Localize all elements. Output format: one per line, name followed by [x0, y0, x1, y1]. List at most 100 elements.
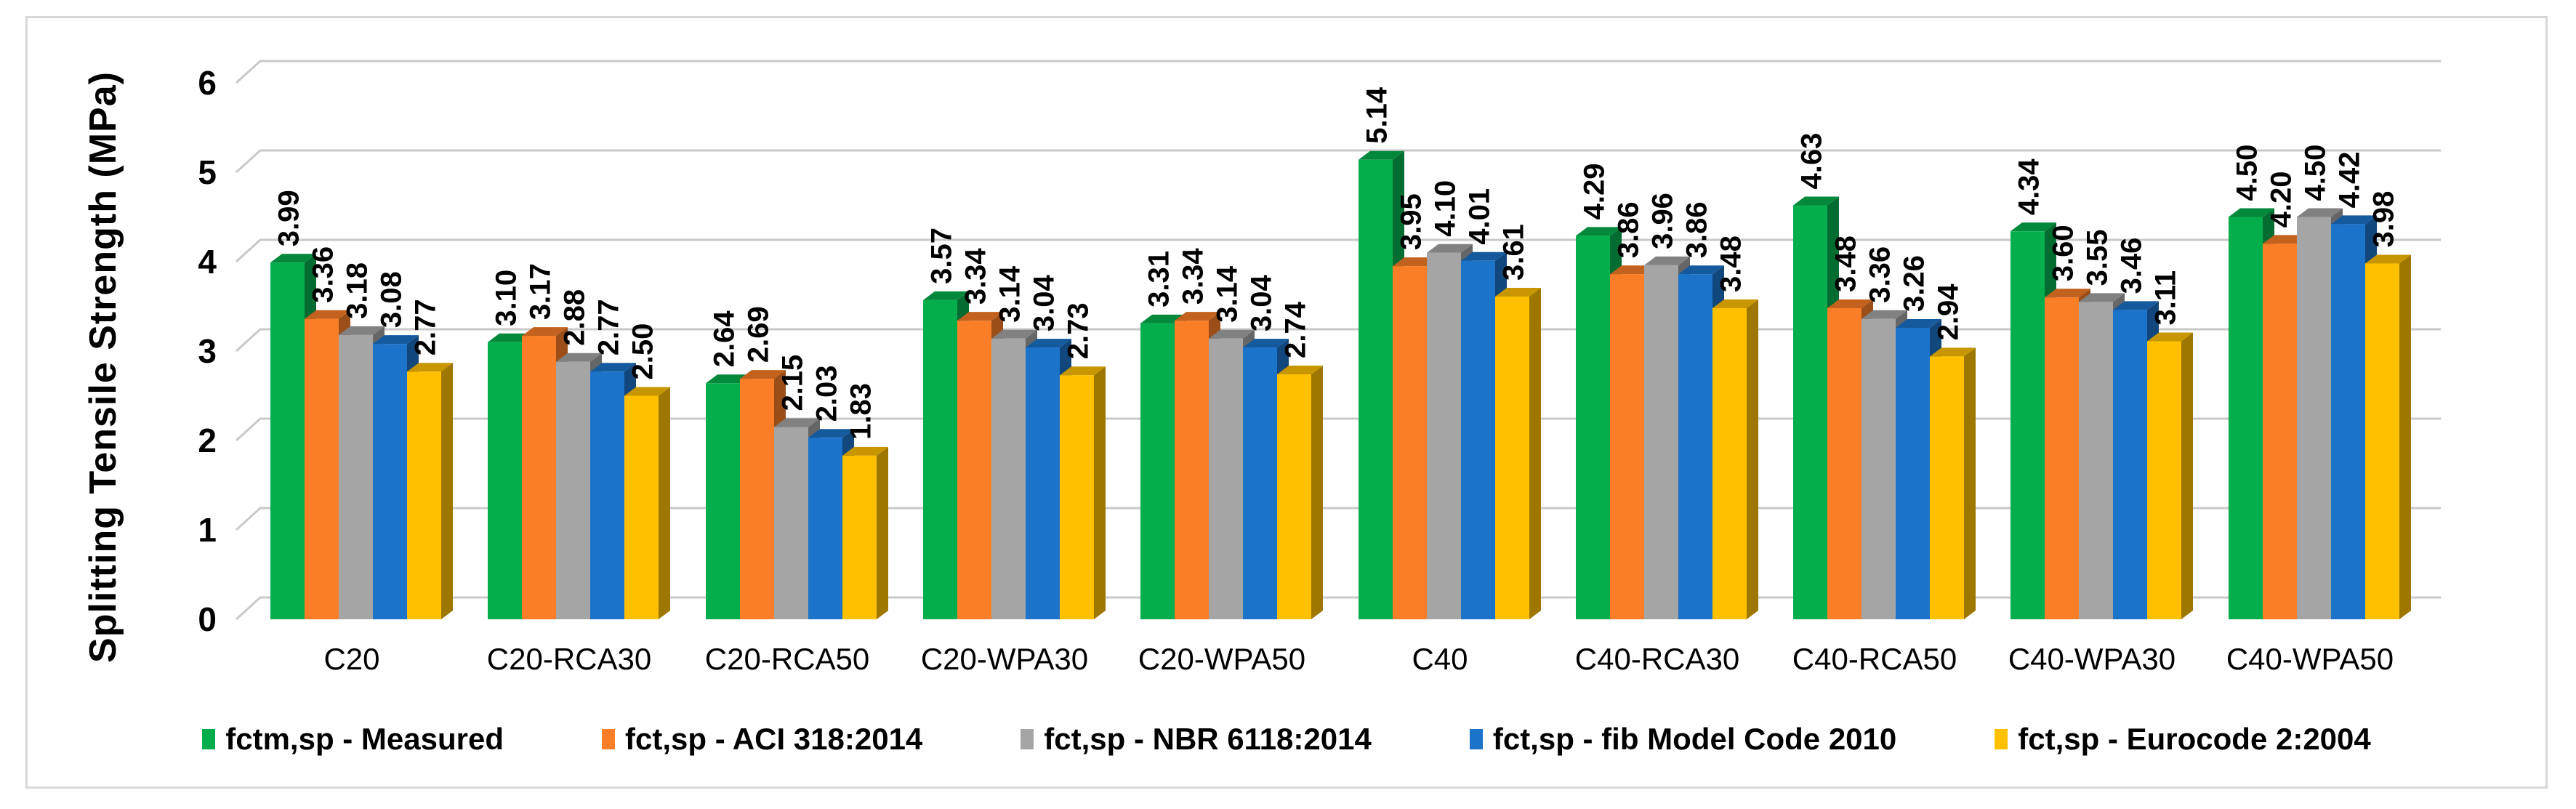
bar-front: [842, 455, 877, 619]
legend-swatch: [202, 729, 216, 749]
bar-front: [2331, 224, 2365, 620]
bar-top: [1060, 366, 1106, 376]
bar-side: [2399, 254, 2411, 619]
bar-front: [740, 379, 774, 619]
bar-value-label: 5.14: [1361, 86, 1393, 144]
bar: [407, 363, 453, 619]
bar-value-label: 4.42: [2334, 151, 2366, 208]
bar-value-label: 4.10: [1430, 180, 1462, 237]
bar-top: [2011, 222, 2056, 232]
bar: [1060, 366, 1106, 619]
bar-value-label: 3.57: [926, 228, 958, 284]
bar-front: [1644, 265, 1678, 619]
bar-top: [373, 335, 419, 345]
bar-top: [556, 353, 602, 362]
bar-front: [339, 334, 373, 619]
bar-top: [774, 418, 820, 427]
bar-value-label: 4.20: [2266, 172, 2298, 228]
bar-top: [2297, 208, 2343, 217]
bar-top: [590, 363, 636, 372]
bar-value-label: 3.26: [1899, 255, 1931, 312]
bar-front: [1461, 260, 1495, 619]
bar-front: [624, 395, 659, 619]
bar-front: [1712, 307, 1747, 619]
bar-top: [1461, 251, 1507, 261]
bar-front: [991, 338, 1026, 619]
bar-top: [1277, 365, 1323, 374]
bar-value-label: 3.36: [307, 246, 339, 303]
bar-value-label: 3.60: [2048, 225, 2080, 281]
bar-value-label: 2.64: [709, 310, 741, 368]
bar-top: [2045, 289, 2090, 298]
bar-value-label: 4.01: [1464, 188, 1496, 245]
bar-front: [2297, 217, 2331, 619]
bar-value-label: 4.29: [1579, 163, 1611, 220]
bar-value-label: 3.34: [960, 248, 992, 305]
legend: fctm,sp - Measured fct,sp - ACI 318:2014 f…: [36, 716, 2537, 762]
bar-front: [522, 336, 556, 619]
bar-value-label: 3.61: [1498, 224, 1530, 281]
bar: [624, 387, 670, 619]
legend-label: fctm,sp - Measured: [225, 722, 504, 756]
bar-value-label: 2.69: [743, 306, 775, 363]
bar-value-label: 3.04: [1029, 274, 1060, 331]
category-label: C20-RCA50: [705, 642, 869, 676]
bar-value-label: 3.48: [1830, 236, 1862, 292]
bar-front: [305, 318, 339, 619]
legend-item: fct,sp - ACI 318:2014: [602, 722, 922, 757]
bar-value-label: 2.88: [559, 289, 591, 346]
bar-front: [1359, 159, 1393, 619]
bar-value-label: 3.99: [273, 190, 305, 246]
category-label: C40-WPA50: [2226, 642, 2394, 676]
legend-label: fct,sp - NBR 6118:2014: [1044, 722, 1372, 756]
bar-front: [1060, 375, 1094, 619]
bar-side: [1311, 365, 1323, 619]
bar-front: [2113, 310, 2147, 619]
bar-front: [1576, 236, 1610, 620]
category-label: C40-RCA30: [1575, 642, 1739, 676]
bar-top: [808, 429, 854, 438]
bar-value-label: 2.73: [1063, 302, 1095, 359]
legend-label: fct,sp - ACI 318:2014: [625, 722, 923, 756]
legend-item: fctm,sp - Measured: [202, 722, 504, 757]
bar-top: [2365, 254, 2411, 264]
bar-front: [1393, 266, 1427, 619]
bar-top: [1209, 329, 1255, 339]
bar-value-label: 3.98: [2368, 191, 2400, 248]
gridline: [235, 60, 2441, 84]
category-label: C20-RCA30: [487, 642, 651, 676]
legend-swatch: [1469, 729, 1483, 749]
bar-value-label: 3.48: [1715, 236, 1747, 292]
legend-swatch: [1995, 729, 2008, 749]
bar-value-label: 3.10: [491, 270, 523, 326]
legend-label: fct,sp - fib Model Code 2010: [1492, 722, 1897, 756]
bar-front: [407, 371, 441, 619]
bar-value-label: 2.50: [627, 323, 659, 380]
bar-top: [2331, 215, 2377, 225]
bar-value-label: 4.63: [1796, 133, 1828, 190]
bar: [1930, 347, 1976, 619]
bar-value-label: 2.77: [410, 299, 442, 355]
bar-top: [1576, 227, 1622, 236]
bar: [1495, 287, 1541, 619]
bar-top: [1427, 243, 1473, 253]
bar-top: [1896, 319, 1941, 329]
bar-top: [1793, 196, 1839, 206]
bar-front: [1026, 347, 1060, 619]
bar-top: [923, 291, 969, 300]
bar-top: [1243, 339, 1289, 348]
bar-top: [1712, 299, 1758, 308]
bar-top: [2147, 332, 2193, 342]
legend-swatch: [602, 729, 616, 749]
bar-value-label: 3.31: [1143, 251, 1175, 307]
bar-front: [1495, 296, 1529, 619]
bar-front: [1610, 274, 1644, 619]
bar-value-label: 3.86: [1613, 201, 1645, 258]
bar-top: [1644, 256, 1690, 265]
bar-value-label: 3.36: [1864, 246, 1896, 303]
category-label: C40: [1412, 642, 1468, 676]
bar-top: [1359, 150, 1404, 160]
bar-value-label: 3.34: [1178, 248, 1209, 305]
bar-top: [2229, 208, 2274, 217]
